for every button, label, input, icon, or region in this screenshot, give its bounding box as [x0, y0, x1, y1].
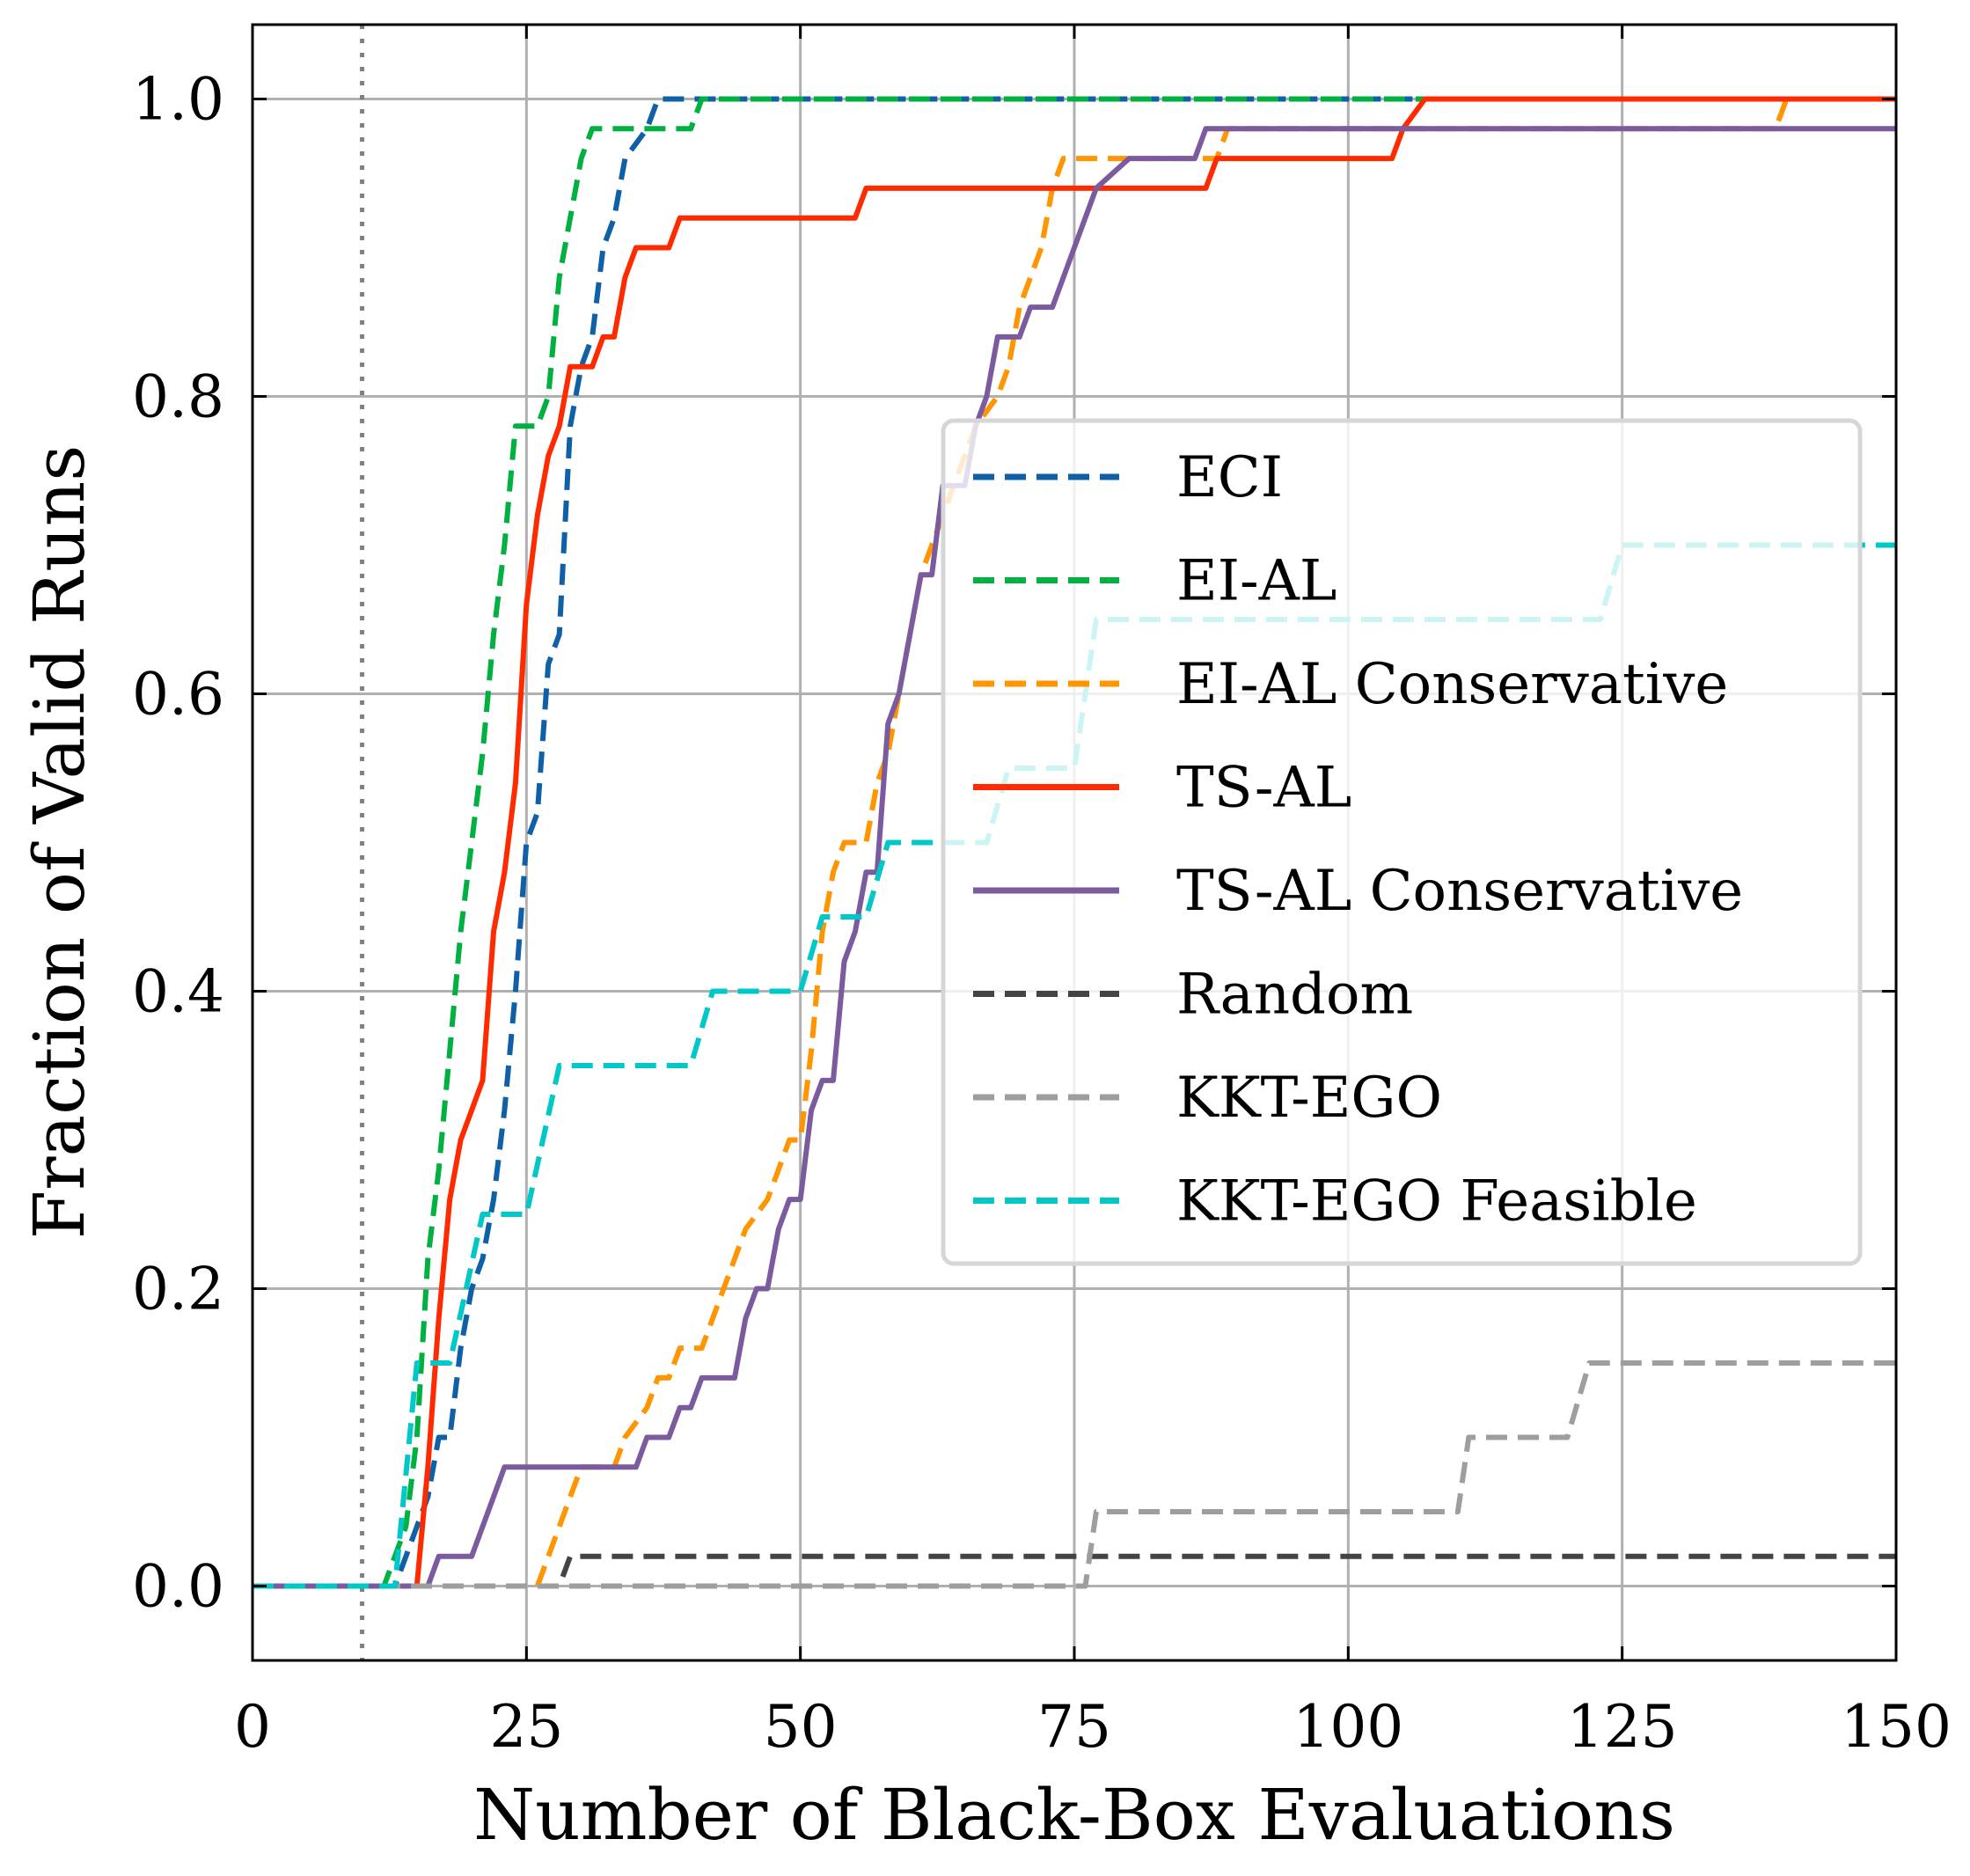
- series-layer: [253, 96, 1896, 1589]
- legend-label: EI-AL: [1176, 549, 1337, 614]
- series-line-kkt-ego-feasible: [253, 542, 1896, 1589]
- legend-items: ECI EI-AL EI-AL Conservative TS-AL TS-AL Con…: [973, 445, 1743, 1235]
- y-tick-label: 0.0: [132, 1553, 224, 1621]
- axis-ticks: [251, 25, 1898, 1660]
- x-axis-label: Number of Black-Box Evaluations: [473, 1774, 1675, 1856]
- x-tick-label: 150: [1841, 1693, 1952, 1761]
- legend-label: KKT-EGO Feasible: [1176, 1169, 1697, 1235]
- series-line-ei-al-conservative: [253, 96, 1896, 1589]
- x-tick-label: 0: [234, 1693, 271, 1761]
- legend-label: EI-AL Conservative: [1176, 652, 1728, 717]
- x-tick-label: 75: [1037, 1693, 1111, 1761]
- y-tick-label: 0.4: [132, 958, 224, 1026]
- y-tick-label: 0.8: [132, 363, 224, 431]
- legend-label: KKT-EGO: [1176, 1066, 1442, 1131]
- series-line-ts-al: [253, 96, 1896, 1589]
- y-tick-label: 0.6: [132, 661, 224, 729]
- x-tick-label: 25: [489, 1693, 563, 1761]
- legend-box: [941, 418, 1863, 1266]
- x-tick-label: 50: [764, 1693, 838, 1761]
- y-axis-label: Fraction of Valid Runs: [18, 445, 100, 1240]
- legend-label: TS-AL: [1176, 756, 1351, 821]
- x-tick-label: 125: [1567, 1693, 1678, 1761]
- series-line-eci: [253, 96, 1896, 1589]
- series-line-kkt-ego: [253, 1360, 1896, 1589]
- legend: ECI EI-AL EI-AL Conservative TS-AL TS-AL Con…: [941, 418, 1863, 1266]
- legend-label: TS-AL Conservative: [1176, 859, 1743, 924]
- y-tick-label: 0.2: [132, 1256, 224, 1323]
- y-tick-labels: 0.0 0.2 0.4 0.6 0.8 1.0: [132, 66, 224, 1621]
- y-tick-label: 1.0: [132, 66, 224, 134]
- legend-label: Random: [1176, 963, 1413, 1028]
- series-line-ts-al-conservative: [253, 126, 1896, 1589]
- series-line-random: [253, 1553, 1896, 1589]
- x-tick-label: 100: [1293, 1693, 1403, 1761]
- x-tick-labels: 0 25 50 75 100 125 150: [234, 1693, 1952, 1761]
- legend-label: ECI: [1176, 445, 1283, 510]
